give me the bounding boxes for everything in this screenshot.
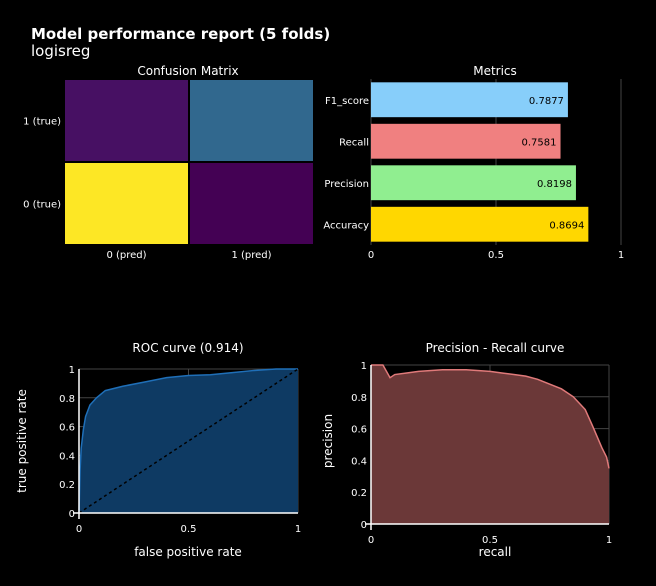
metrics-bar-label: 0.7581 [522, 137, 557, 148]
report-title: Model performance report (5 folds) [31, 25, 330, 43]
roc-y-tick: 1 [69, 365, 75, 376]
metrics-x-tick: 0 [368, 250, 374, 261]
pr-y-tick: 0.2 [351, 488, 367, 499]
metrics-bar [371, 123, 561, 159]
roc-x-tick: 1 [295, 524, 301, 535]
metrics-bar [371, 165, 576, 201]
cm-y-tick: 1 (true) [23, 117, 61, 128]
roc-y-tick: 0.6 [59, 423, 75, 434]
pr-chart: Precision - Recall curve recall precisio… [321, 341, 612, 559]
roc-y-tick: 0.8 [59, 394, 75, 405]
roc-y-tick: 0 [69, 509, 75, 520]
pr-x-tick: 0.5 [482, 535, 498, 546]
report-subtitle: logisreg [31, 42, 90, 60]
metrics-bar [371, 206, 589, 242]
confusion-matrix-title: Confusion Matrix [137, 64, 238, 78]
roc-y-tick: 0.2 [59, 480, 75, 491]
confusion-matrix-chart: Confusion Matrix 0 (pred) 1 (pred) 1 (true… [23, 64, 313, 261]
roc-diagonal [78, 368, 299, 514]
metrics-chart: Metrics 0 0.5 1 0.7877 F1_score 0.7581 Recall 0… [323, 64, 624, 261]
cm-cell [190, 80, 313, 161]
metrics-x-tick: 0.5 [488, 250, 504, 261]
pr-y-tick: 0.8 [351, 393, 367, 404]
pr-y-tick: 0 [361, 520, 367, 531]
cm-y-tick: 0 (true) [23, 200, 61, 211]
roc-chart: ROC curve (0.914) false positive rate tr… [15, 341, 301, 559]
pr-y-tick: 0.4 [351, 456, 367, 467]
roc-ylabel: true positive rate [15, 389, 29, 493]
metrics-title: Metrics [473, 64, 517, 78]
pr-area [371, 365, 609, 524]
metrics-y-tick: Recall [339, 137, 369, 148]
roc-x-tick: 0.5 [181, 524, 197, 535]
cm-cell [65, 163, 188, 244]
pr-x-tick: 0 [368, 535, 374, 546]
metrics-bar [371, 82, 568, 118]
metrics-bar-label: 0.8694 [549, 220, 584, 231]
metrics-y-tick: Accuracy [323, 220, 369, 231]
roc-area [79, 369, 298, 513]
cm-cell [65, 80, 188, 161]
cm-x-tick: 0 (pred) [106, 250, 146, 261]
pr-xlabel: recall [479, 545, 512, 559]
pr-x-tick: 1 [606, 535, 612, 546]
roc-x-tick: 0 [76, 524, 82, 535]
pr-ylabel: precision [321, 414, 335, 468]
metrics-y-tick: F1_score [325, 96, 369, 107]
pr-y-tick: 1 [361, 361, 367, 372]
cm-cell [190, 163, 313, 244]
cm-x-tick: 1 (pred) [231, 250, 271, 261]
roc-y-tick: 0.4 [59, 451, 75, 462]
roc-line [78, 368, 298, 514]
pr-title: Precision - Recall curve [426, 341, 565, 355]
metrics-x-tick: 1 [618, 250, 624, 261]
roc-title: ROC curve (0.914) [132, 341, 243, 355]
roc-xlabel: false positive rate [134, 545, 242, 559]
pr-line [371, 364, 610, 469]
metrics-y-tick: Precision [324, 179, 369, 190]
pr-y-tick: 0.6 [351, 425, 367, 436]
metrics-bar-label: 0.7877 [529, 96, 564, 107]
metrics-bar-label: 0.8198 [537, 179, 572, 190]
